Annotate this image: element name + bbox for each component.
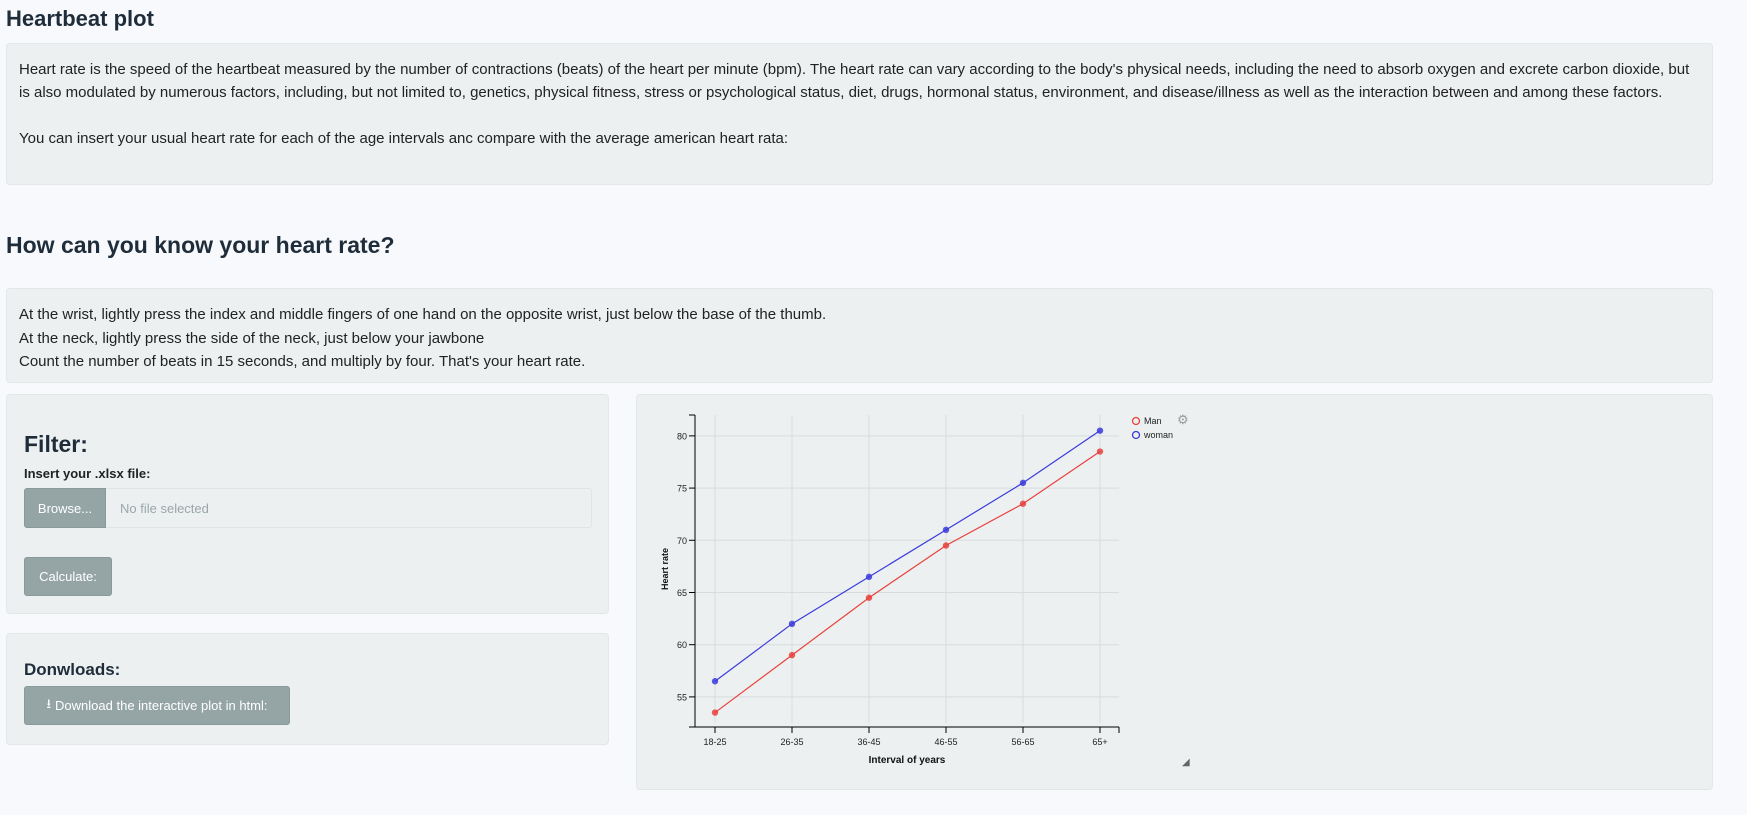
howto-line: At the wrist, lightly press the index an… [19, 306, 827, 323]
howto-line: At the neck, lightly press the side of t… [19, 329, 485, 347]
downloads-title: Donwloads: [24, 660, 121, 679]
intro-paragraph: Heart rate is the speed of the heartbeat… [19, 61, 1690, 101]
downloads-panel: Donwloads: ⭳ Download the interactive pl… [6, 633, 609, 745]
y-tick-label: 80 [677, 431, 687, 441]
howto-panel: At the wrist, lightly press the index an… [6, 288, 1713, 383]
y-tick-label: 70 [677, 536, 687, 546]
download-plot-button[interactable]: ⭳ Download the interactive plot in html: [24, 686, 290, 725]
x-tick-label: 46-55 [934, 737, 957, 747]
x-axis-title: Interval of years [869, 755, 946, 766]
y-tick-label: 65 [677, 588, 687, 598]
heart-rate-chart[interactable]: 55 60 65 70 75 80 18-25 26-35 36-45 46-55 56-65 65+… [637, 395, 1714, 791]
x-tick-label: 56-65 [1011, 737, 1034, 747]
y-tick-label: 75 [677, 484, 687, 494]
data-point-man [1019, 500, 1027, 507]
data-point-man [1096, 448, 1104, 455]
data-point-man [711, 709, 719, 716]
legend-label: woman [1143, 430, 1173, 440]
download-button-label: Download the interactive plot in html: [55, 698, 268, 713]
section-title: How can you know your heart rate? [6, 232, 395, 258]
intro-panel: Heart rate is the speed of the heartbeat… [6, 43, 1713, 185]
calculate-button[interactable]: Calculate: [24, 557, 112, 596]
plot-panel: 55 60 65 70 75 80 18-25 26-35 36-45 46-55 56-65 65+… [636, 394, 1713, 790]
legend-marker-woman [1131, 430, 1141, 440]
file-input-group: Browse... [24, 488, 592, 528]
filter-title: Filter: [24, 431, 88, 457]
data-point-woman [942, 526, 950, 534]
data-point-man [865, 594, 873, 601]
series-line-man [714, 451, 1101, 714]
file-name-field[interactable] [106, 488, 592, 528]
file-input-label: Insert your .xlsx file: [24, 466, 151, 481]
browse-button[interactable]: Browse... [24, 488, 106, 528]
x-tick-label: 26-35 [780, 737, 803, 747]
gear-icon[interactable]: ⚙ [1177, 412, 1189, 427]
legend-label: Man [1144, 416, 1162, 426]
x-tick-label: 65+ [1092, 737, 1107, 747]
series-line-woman [714, 430, 1101, 682]
data-point-man [942, 542, 950, 549]
filter-panel: Filter: Insert your .xlsx file: Browse..… [6, 394, 609, 614]
data-point-woman [788, 620, 796, 628]
download-icon: ⭳ [46, 695, 52, 711]
y-tick-label: 60 [677, 640, 687, 650]
data-point-woman [1096, 427, 1104, 434]
howto-line: Count the number of beats in 15 seconds,… [19, 353, 586, 370]
data-point-woman [1019, 479, 1027, 487]
y-tick-label: 55 [677, 692, 687, 702]
x-tick-label: 18-25 [703, 737, 726, 747]
resize-handle-icon[interactable]: ◢ [1182, 757, 1190, 768]
data-point-man [788, 651, 796, 659]
x-tick-label: 36-45 [857, 737, 880, 747]
data-point-woman [865, 573, 873, 581]
legend-marker-man [1131, 416, 1141, 426]
data-point-woman [711, 678, 719, 685]
intro-instruction: You can insert your usual heart rate for… [19, 130, 789, 147]
page-title: Heartbeat plot [6, 6, 154, 31]
y-axis-title: Heart rate [660, 548, 670, 590]
